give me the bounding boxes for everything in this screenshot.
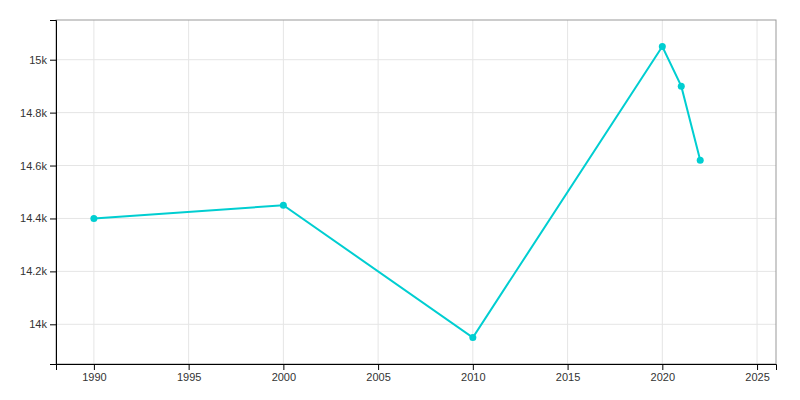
- y-axis: 14k 14.2k 14.4k 14.6k 14.8k 15k: [20, 21, 56, 365]
- grid-line-x: [472, 20, 473, 364]
- y-tick-mark: [50, 271, 56, 272]
- x-tick-label: 2000: [272, 371, 296, 383]
- x-tick-mark: [378, 364, 379, 370]
- x-tick: 1990: [82, 364, 106, 383]
- y-axis-line: [50, 21, 57, 365]
- point: [280, 202, 287, 209]
- x-tick-mark: [473, 364, 474, 370]
- x-tick-label: 1995: [177, 371, 201, 383]
- grid-line-x: [93, 20, 94, 364]
- y-tick-mark: [50, 218, 56, 219]
- x-tick-label: 2020: [651, 371, 675, 383]
- x-tick: 2015: [556, 364, 580, 383]
- chart: 1990 1995 2000 2005 2010 2015 2020 2025 14k 14.2k…: [0, 0, 800, 400]
- line: [94, 46, 700, 337]
- y-tick-label: 14.6k: [20, 160, 47, 172]
- x-axis-line: [57, 365, 777, 371]
- plot: 1990 1995 2000 2005 2010 2015 2020 2025 14k 14.2k…: [20, 20, 776, 383]
- y-tick-mark: [50, 166, 56, 167]
- x-tick-label: 2010: [461, 371, 485, 383]
- x-tick-label: 2005: [366, 371, 390, 383]
- grid-line-y: [56, 112, 776, 113]
- y-tick-label: 14.4k: [20, 212, 47, 224]
- grid-line-y: [56, 165, 776, 166]
- x-tick: 2000: [272, 364, 296, 383]
- y-tick-label: 15k: [29, 54, 47, 66]
- grid-line-x: [662, 20, 663, 364]
- x-tick-label: 1990: [82, 371, 106, 383]
- y-tick-label: 14.8k: [20, 107, 47, 119]
- x-tick-mark: [94, 364, 95, 370]
- point: [697, 157, 704, 164]
- y-tick: 14.8k: [20, 107, 56, 119]
- plot-frame: [56, 20, 776, 364]
- point: [678, 83, 685, 90]
- x-tick-mark: [757, 364, 758, 370]
- grid: [56, 20, 776, 364]
- grid-line-x: [188, 20, 189, 364]
- y-tick-label: 14.2k: [20, 265, 47, 277]
- y-tick-mark: [50, 113, 56, 114]
- x-tick-mark: [189, 364, 190, 370]
- y-tick-mark: [50, 324, 56, 325]
- y-tick-mark: [50, 60, 56, 61]
- y-tick-label: 14k: [29, 318, 47, 330]
- x-tick: 1995: [177, 364, 201, 383]
- x-tick-mark: [568, 364, 569, 370]
- x-tick-mark: [662, 364, 663, 370]
- x-tick-label: 2015: [556, 371, 580, 383]
- y-tick: 14.6k: [20, 160, 56, 172]
- point: [659, 43, 666, 50]
- y-tick: 14k: [29, 318, 56, 330]
- x-tick: 2005: [366, 364, 390, 383]
- x-tick: 2010: [461, 364, 485, 383]
- y-tick: 14.2k: [20, 265, 56, 277]
- grid-line-y: [56, 324, 776, 325]
- grid-line-x: [283, 20, 284, 364]
- point: [469, 334, 476, 341]
- x-tick: 2020: [651, 364, 675, 383]
- grid-line-x: [757, 20, 758, 364]
- grid-line-y: [56, 271, 776, 272]
- marks: [90, 43, 703, 341]
- x-tick-label: 2025: [745, 371, 769, 383]
- point: [90, 215, 97, 222]
- x-tick-mark: [283, 364, 284, 370]
- x-tick: 2025: [745, 364, 769, 383]
- y-tick: 14.4k: [20, 212, 56, 224]
- x-axis: 1990 1995 2000 2005 2010 2015 2020 2025: [57, 364, 777, 383]
- grid-line-y: [56, 218, 776, 219]
- y-tick: 15k: [29, 54, 56, 66]
- grid-line-x: [378, 20, 379, 364]
